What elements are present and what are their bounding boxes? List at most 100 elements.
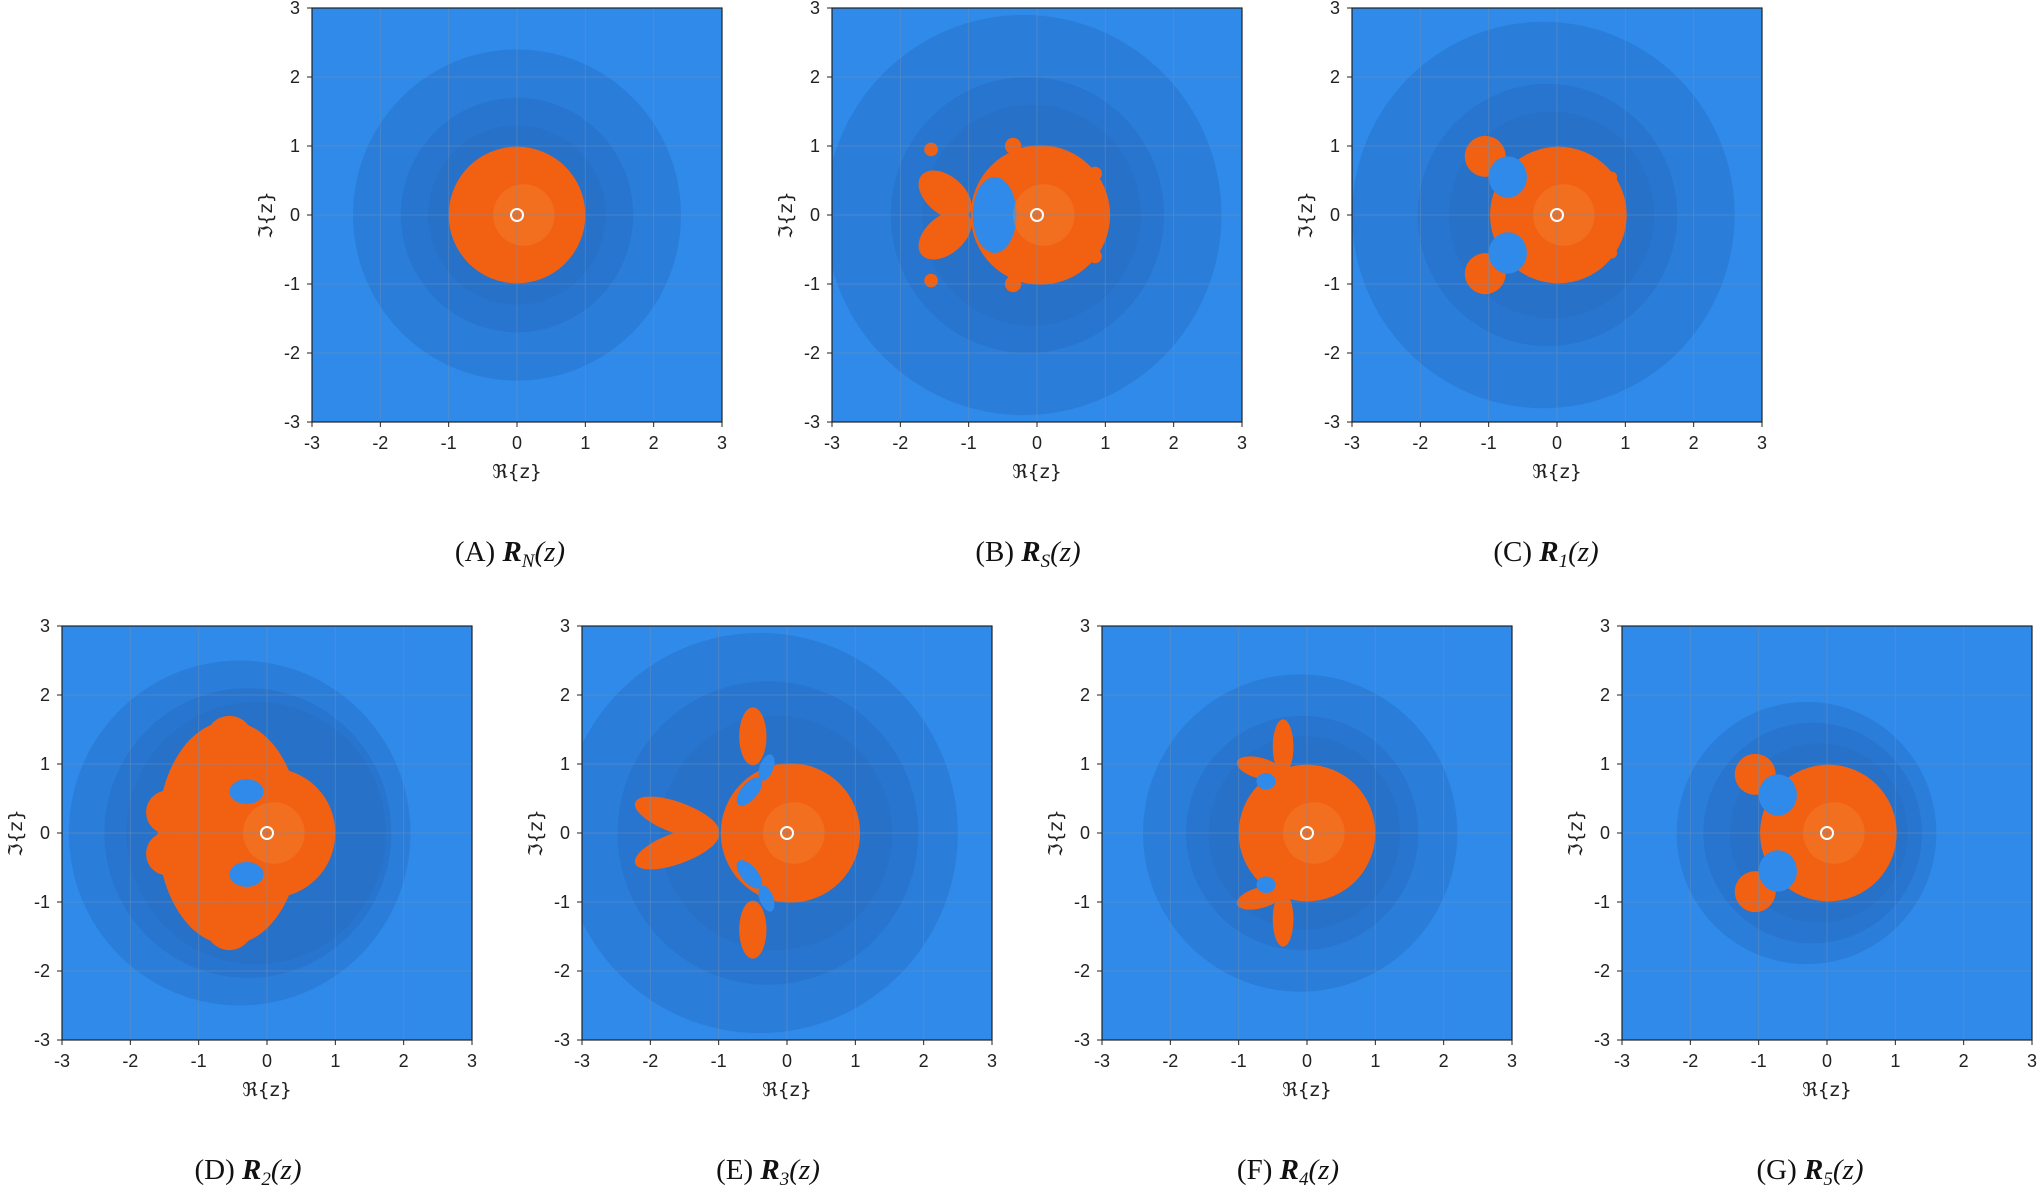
- root-marker: [780, 826, 794, 840]
- y-tick-label: -1: [34, 892, 50, 912]
- y-tick-label: -1: [1074, 892, 1090, 912]
- y-tick-label: 3: [810, 0, 820, 18]
- plot-area: [1352, 8, 1762, 422]
- y-tick-label: -3: [554, 1030, 570, 1050]
- root-marker: [1300, 826, 1314, 840]
- basin-plot-b-svg: -3-3 -2 -2 -1 -1 0 0 1 1 2 2 3 3 ℜ{z} ℑ{z}: [775, 0, 1247, 483]
- basin-plot-a-svg: -3-3 -2 -2 -1 -1 0 0 1 1 2 2 3 3 ℜ{z} ℑ{z}: [255, 0, 727, 483]
- basin-gap: [1488, 232, 1527, 274]
- basin-plot-d-svg: -3-3 -2 -2 -1 -1 0 0 1 1 2 2 3 3 ℜ{z} ℑ{z}: [5, 616, 477, 1101]
- caption-function: R: [242, 1154, 262, 1186]
- x-axis-label: ℜ{z}: [762, 1079, 812, 1101]
- y-tick-label: 1: [1080, 754, 1090, 774]
- petal-shape: [1272, 719, 1294, 775]
- y-tick-label: 3: [560, 616, 570, 636]
- plot-area: [62, 626, 472, 1040]
- caption-subscript: S: [1040, 551, 1051, 572]
- y-tick-label: -3: [1594, 1030, 1610, 1050]
- y-axis-label: ℑ{z}: [1565, 809, 1587, 856]
- x-tick-label: 2: [1169, 433, 1179, 453]
- x-tick-label: 0: [262, 1051, 272, 1071]
- bulb: [1088, 249, 1102, 264]
- x-tick-label: -2: [892, 433, 908, 453]
- x-tick-label: 0: [1552, 433, 1562, 453]
- y-tick-label: 2: [1330, 67, 1340, 87]
- caption-subscript: 1: [1558, 551, 1569, 572]
- caption-argument: (z): [1568, 536, 1599, 568]
- x-tick-label: 3: [467, 1051, 477, 1071]
- x-tick-label: 1: [1890, 1051, 1900, 1071]
- y-tick-label: -1: [284, 274, 300, 294]
- root-marker: [510, 208, 524, 222]
- plot-area: [1622, 626, 2032, 1040]
- basin-plot-d: -3 -3 -2 -2 -1 -1 0 0 1 1 2 2 3 3 ℜ{z} ℑ{z}: [0, 616, 520, 1118]
- caption-function: R: [1279, 1154, 1299, 1186]
- root-marker: [260, 826, 274, 840]
- caption-c: (C) R1(z): [1336, 536, 1756, 573]
- basin-gap: [736, 860, 763, 889]
- x-axis-label: ℜ{z}: [492, 461, 542, 483]
- plot-area: [1102, 626, 1512, 1040]
- basin-gap: [229, 779, 264, 805]
- x-tick-label: -2: [1412, 433, 1428, 453]
- caption-subscript: 3: [779, 1169, 790, 1190]
- y-tick-label: -2: [554, 961, 570, 981]
- basin-plot-g: -3 -3 -2 -2 -1 -1 0 0 1 1 2 2 3 3 ℜ{z} ℑ{z}: [1560, 616, 2037, 1118]
- root-marker: [1550, 208, 1564, 222]
- y-tick-label: -1: [1594, 892, 1610, 912]
- y-tick-label: 1: [560, 754, 570, 774]
- x-tick-label: 3: [717, 433, 727, 453]
- x-tick-label: 0: [1822, 1051, 1832, 1071]
- basin-plot-f-svg: -3-3 -2 -2 -1 -1 0 0 1 1 2 2 3 3 ℜ{z} ℑ{z}: [1045, 616, 1517, 1101]
- x-axis-label: ℜ{z}: [1532, 461, 1582, 483]
- y-tick-label: -3: [1324, 412, 1340, 432]
- y-tick-label: 0: [40, 823, 50, 843]
- x-tick-label: 3: [1507, 1051, 1517, 1071]
- y-tick-label: 1: [290, 136, 300, 156]
- x-tick-label: 3: [987, 1051, 997, 1071]
- y-tick-label: 0: [1330, 205, 1340, 225]
- y-tick-label: 2: [1080, 685, 1090, 705]
- petal-shape: [918, 170, 972, 220]
- basin-gap: [1256, 772, 1276, 790]
- x-tick-label: 2: [399, 1051, 409, 1071]
- y-tick-label: 0: [560, 823, 570, 843]
- basin-gap: [1758, 774, 1797, 816]
- y-tick-label: 2: [560, 685, 570, 705]
- y-axis-label: ℑ{z}: [525, 809, 547, 856]
- x-tick-label: 0: [1302, 1051, 1312, 1071]
- y-tick-label: 2: [810, 67, 820, 87]
- y-tick-label: 1: [1330, 136, 1340, 156]
- x-tick-label: 0: [1032, 433, 1042, 453]
- caption-f: (F) R4(z): [1078, 1154, 1498, 1191]
- bulb: [1606, 171, 1618, 183]
- x-axis-label: ℜ{z}: [242, 1079, 292, 1101]
- x-tick-label: -1: [961, 433, 977, 453]
- caption-function: R: [760, 1154, 780, 1186]
- y-tick-label: 0: [290, 205, 300, 225]
- x-tick-label: 1: [1100, 433, 1110, 453]
- x-axis-label: ℜ{z}: [1802, 1079, 1852, 1101]
- caption-prefix: (A): [454, 536, 496, 568]
- caption-function: R: [1021, 536, 1041, 568]
- y-tick-label: -2: [34, 961, 50, 981]
- basin-plot-c: -3 -3 -2 -2 -1 -1 0 0 1 1 2 2 3 3 ℜ{z} ℑ{z}: [1290, 0, 1810, 500]
- basin-plot-g-svg: -3-3 -2 -2 -1 -1 0 0 1 1 2 2 3 3 ℜ{z} ℑ{z}: [1565, 616, 2037, 1101]
- x-tick-label: 1: [1370, 1051, 1380, 1071]
- basin-plot-f: -3 -3 -2 -2 -1 -1 0 0 1 1 2 2 3 3 ℜ{z} ℑ{z}: [1040, 616, 1560, 1118]
- caption-function: R: [502, 536, 522, 568]
- x-tick-label: -1: [1751, 1051, 1767, 1071]
- x-tick-label: -1: [1231, 1051, 1247, 1071]
- x-tick-label: -2: [372, 433, 388, 453]
- petal-shape: [739, 707, 767, 766]
- y-tick-label: -2: [284, 343, 300, 363]
- y-tick-label: 0: [810, 205, 820, 225]
- caption-argument: (z): [1308, 1154, 1340, 1186]
- x-tick-label: -3: [1614, 1051, 1630, 1071]
- y-tick-label: -2: [1594, 961, 1610, 981]
- basin-gap: [758, 754, 775, 781]
- petal-shape: [1236, 886, 1284, 910]
- petal-shape: [918, 210, 972, 260]
- bulb: [1478, 280, 1493, 295]
- x-tick-label: -3: [574, 1051, 590, 1071]
